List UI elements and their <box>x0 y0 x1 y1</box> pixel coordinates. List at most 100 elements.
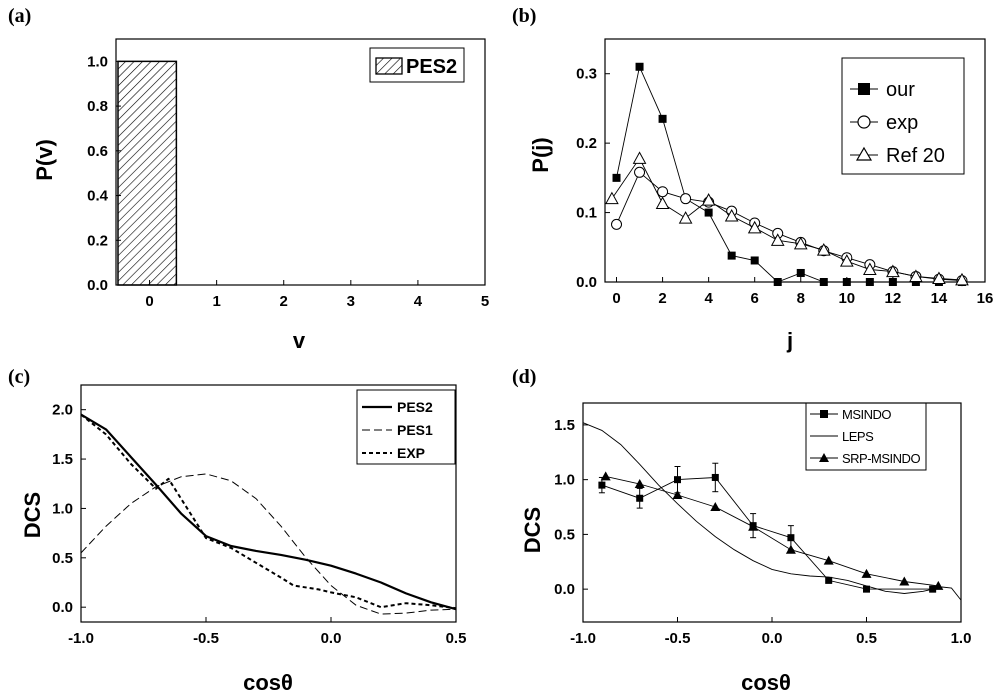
y-tick-label-a: 0.4 <box>87 188 109 205</box>
point-ref-20 <box>793 236 808 250</box>
legend-d: MSINDO LEPS SRP-MSINDO <box>805 402 927 471</box>
point-ref-20 <box>770 233 785 246</box>
panel-label-b: (b) <box>512 5 536 27</box>
legend-label-exp-c: EXP <box>397 445 425 461</box>
x-tick-label-a: 0 <box>145 293 153 310</box>
x-tick-label-a: 5 <box>481 293 489 310</box>
x-tick-label-b: 10 <box>838 290 855 307</box>
x-tick-label-b: 12 <box>885 290 902 307</box>
point-our <box>704 208 713 217</box>
point-srp-msindo <box>710 502 721 512</box>
point-msindo <box>711 473 719 481</box>
point-our <box>865 278 874 286</box>
point-srp-msindo <box>899 576 910 586</box>
x-axis-title-a: v <box>293 328 306 353</box>
point-ref-20 <box>839 254 854 267</box>
point-exp <box>611 218 623 230</box>
point-our <box>796 268 805 277</box>
x-tick-label-a: 2 <box>280 293 288 310</box>
x-tick-label-d: 0.0 <box>762 630 783 647</box>
x-tick-label-c: 0.5 <box>446 630 467 647</box>
point-ref-20 <box>701 193 716 206</box>
y-tick-label-d: 1.0 <box>554 472 575 489</box>
y-tick-label-b: 0.2 <box>576 135 597 152</box>
y-tick-label-d: 0.0 <box>554 581 575 598</box>
series-line-pes1 <box>80 473 457 615</box>
legend-marker-ref20 <box>855 146 873 161</box>
point-our <box>773 278 782 286</box>
plot-frame-b <box>604 38 986 283</box>
point-msindo <box>674 476 681 484</box>
y-tick-label-c: 2.0 <box>52 402 73 419</box>
legend-c: PES2 PES1 EXP <box>356 389 456 465</box>
legend-label-srp: SRP-MSINDO <box>842 451 920 466</box>
y-tick-label-b: 0.1 <box>576 205 597 222</box>
series-line-pes2 <box>80 413 457 611</box>
point-ref-20 <box>655 196 670 210</box>
legend-label-pes2: PES2 <box>406 56 457 78</box>
point-srp-msindo <box>672 489 683 499</box>
y-tick-label-a: 0.2 <box>87 232 108 249</box>
point-ref-20 <box>886 264 900 278</box>
y-tick-label-a: 1.0 <box>87 53 108 70</box>
point-our <box>842 278 851 286</box>
plot-frame-a <box>115 38 486 286</box>
y-tick-label-c: 0.0 <box>52 599 73 616</box>
point-our <box>612 173 621 182</box>
point-ref-20 <box>632 151 647 164</box>
point-ref-20 <box>724 208 739 222</box>
bar-v0 <box>117 60 178 286</box>
point-ref-20 <box>678 211 693 224</box>
x-tick-label-a: 3 <box>347 293 355 310</box>
legend-b: our exp Ref 20 <box>841 57 965 175</box>
point-msindo <box>825 576 833 584</box>
y-tick-label-a: 0.8 <box>87 98 108 115</box>
y-tick-label-c: 1.0 <box>52 500 73 517</box>
y-axis-title-c: DCS <box>20 492 45 538</box>
y-tick-label-a: 0.0 <box>87 277 108 294</box>
y-tick-label-c: 1.5 <box>52 451 73 468</box>
legend-marker-srp <box>819 453 829 462</box>
x-tick-label-a: 1 <box>212 293 220 310</box>
point-our <box>635 62 644 71</box>
x-tick-label-c: -0.5 <box>193 630 219 647</box>
x-tick-label-b: 0 <box>612 290 620 307</box>
legend-marker-msindo <box>820 410 828 418</box>
point-srp-msindo <box>933 580 944 590</box>
y-axis-title-d: DCS <box>520 507 545 553</box>
legend-label-leps: LEPS <box>842 429 874 444</box>
point-exp <box>634 166 646 178</box>
point-ref-20 <box>605 191 619 205</box>
point-our <box>727 251 736 260</box>
legend-label-pes2-c: PES2 <box>397 399 433 415</box>
plot-frame-c <box>80 384 457 623</box>
point-srp-msindo <box>634 479 645 489</box>
x-tick-label-d: -0.5 <box>665 630 691 647</box>
point-exp <box>680 193 692 205</box>
x-tick-label-d: 0.5 <box>856 630 877 647</box>
point-our <box>750 256 759 265</box>
x-tick-label-b: 2 <box>658 290 666 307</box>
y-tick-label-a: 0.6 <box>87 143 108 160</box>
y-tick-label-d: 0.5 <box>554 526 575 543</box>
legend-label-msindo: MSINDO <box>842 407 891 422</box>
point-srp-msindo <box>748 521 759 531</box>
series-line-our <box>616 65 962 283</box>
point-srp-msindo <box>600 471 611 481</box>
x-axis-title-c: cosθ <box>243 670 293 695</box>
x-tick-label-d: 1.0 <box>951 630 972 647</box>
point-ref-20 <box>932 271 946 285</box>
series-line-exp <box>80 413 457 610</box>
point-ref-20 <box>747 220 762 234</box>
series-line-ref-20 <box>611 157 963 281</box>
point-our <box>658 114 667 123</box>
point-exp <box>657 186 669 198</box>
legend-a: PES2 <box>369 47 465 83</box>
panel-label-a: (a) <box>8 5 31 27</box>
point-ref-20 <box>863 262 877 276</box>
y-tick-label-d: 1.5 <box>554 417 575 434</box>
x-tick-label-a: 4 <box>414 293 423 310</box>
series-line-msindo <box>601 477 933 590</box>
legend-marker-our <box>858 83 870 95</box>
